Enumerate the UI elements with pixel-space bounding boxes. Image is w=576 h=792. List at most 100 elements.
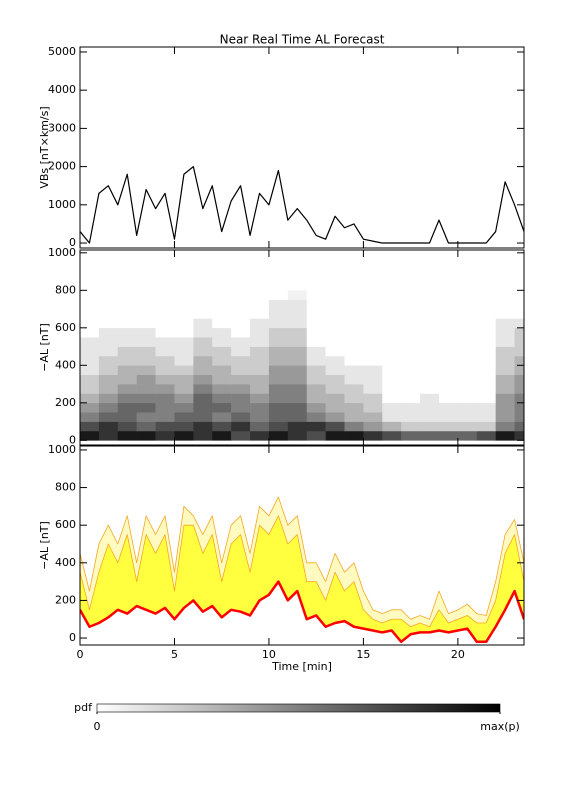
heat-cell — [420, 337, 440, 347]
heat-cell — [136, 421, 156, 432]
heat-cell — [476, 299, 496, 310]
heat-cell — [363, 290, 383, 300]
heat-cell — [98, 365, 119, 375]
heat-cell — [117, 365, 137, 375]
heat-cell — [344, 309, 364, 319]
heat-cell — [268, 290, 289, 300]
heat-cell — [438, 421, 459, 432]
heat-cell — [136, 402, 156, 413]
heat-cell — [80, 318, 100, 329]
heat-cell — [250, 365, 270, 375]
heat-cell — [344, 355, 364, 366]
heat-cell — [193, 412, 213, 422]
heat-cell — [401, 318, 421, 329]
heat-cell — [476, 430, 496, 441]
heat-cell — [212, 374, 232, 385]
heat-cell — [268, 402, 289, 413]
heat-cell — [117, 318, 137, 329]
heat-cell — [193, 365, 213, 375]
heat-cell — [231, 393, 251, 404]
heat-cell — [363, 337, 383, 347]
heat-cell — [495, 318, 515, 329]
y-tick-label: 400 — [55, 556, 76, 569]
heat-cell — [231, 421, 251, 432]
heat-cell — [401, 355, 421, 366]
heat-cell — [363, 384, 383, 394]
heat-cell — [457, 430, 478, 441]
heat-cell — [495, 365, 515, 375]
heat-cell — [420, 309, 440, 319]
y-tick-label: 4000 — [48, 83, 76, 96]
heat-cell — [174, 421, 194, 432]
heat-cell — [514, 299, 524, 310]
y-tick-label: 5000 — [48, 45, 76, 58]
heat-cell — [117, 412, 137, 422]
heat-cell — [212, 299, 232, 310]
heat-cell — [514, 430, 524, 441]
y-tick-label: 800 — [55, 283, 76, 296]
heat-cell — [98, 421, 119, 432]
heat-cell — [401, 337, 421, 347]
heat-cell — [117, 430, 137, 441]
heat-cell — [514, 318, 524, 329]
heat-cell — [250, 309, 270, 319]
heat-cell — [306, 327, 326, 338]
heat-cell — [155, 430, 175, 441]
heat-cell — [344, 290, 364, 300]
heat-cell — [250, 327, 270, 338]
y-tick-label: 1000 — [48, 198, 76, 211]
heat-cell — [80, 430, 100, 441]
heat-cell — [155, 374, 175, 385]
plot-frame — [79, 445, 525, 646]
heat-cell — [231, 384, 251, 394]
heat-cell — [117, 421, 137, 432]
heat-cell — [212, 421, 232, 432]
heat-cell — [268, 393, 289, 404]
heat-cell — [98, 346, 119, 357]
heat-cell — [268, 299, 289, 310]
heat-cell — [250, 337, 270, 347]
y-tick-label: 0 — [69, 236, 76, 249]
heat-cell — [363, 365, 383, 375]
heat-cell — [212, 402, 232, 413]
heat-cell — [268, 327, 289, 338]
heat-cell — [98, 412, 119, 422]
heat-cell — [363, 421, 383, 432]
heat-cell — [193, 290, 213, 300]
heat-cell — [306, 337, 326, 347]
y-tick-label: 3000 — [48, 121, 76, 134]
heat-cell — [80, 337, 100, 347]
heat-cell — [363, 318, 383, 329]
heat-cell — [382, 430, 402, 441]
heat-cell — [80, 402, 100, 413]
heat-cell — [287, 393, 308, 404]
heat-cell — [476, 402, 496, 413]
heat-cell — [174, 290, 194, 300]
heat-cell — [212, 393, 232, 404]
y-axis-label: VBs [nT×km/s] — [38, 106, 51, 188]
heat-cell — [382, 337, 402, 347]
heat-cell — [98, 327, 119, 338]
x-tick-label: 20 — [451, 648, 465, 661]
heat-cell — [268, 309, 289, 319]
heat-cell — [344, 384, 364, 394]
heat-cell — [438, 365, 459, 375]
heat-cell — [495, 402, 515, 413]
heat-cell — [80, 374, 100, 385]
heat-cell — [193, 346, 213, 357]
chart-title: Near Real Time AL Forecast — [220, 33, 385, 47]
heat-cell — [382, 402, 402, 413]
heat-cell — [420, 402, 440, 413]
heat-cell — [98, 430, 119, 441]
heat-cell — [420, 365, 440, 375]
heat-cell — [193, 337, 213, 347]
heat-cell — [401, 309, 421, 319]
heat-cell — [438, 374, 459, 385]
heat-cell — [401, 327, 421, 338]
heat-cell — [401, 402, 421, 413]
heat-cell — [136, 318, 156, 329]
heat-cell — [514, 337, 524, 347]
heat-cell — [495, 327, 515, 338]
heat-cell — [306, 393, 326, 404]
heat-cell — [382, 355, 402, 366]
